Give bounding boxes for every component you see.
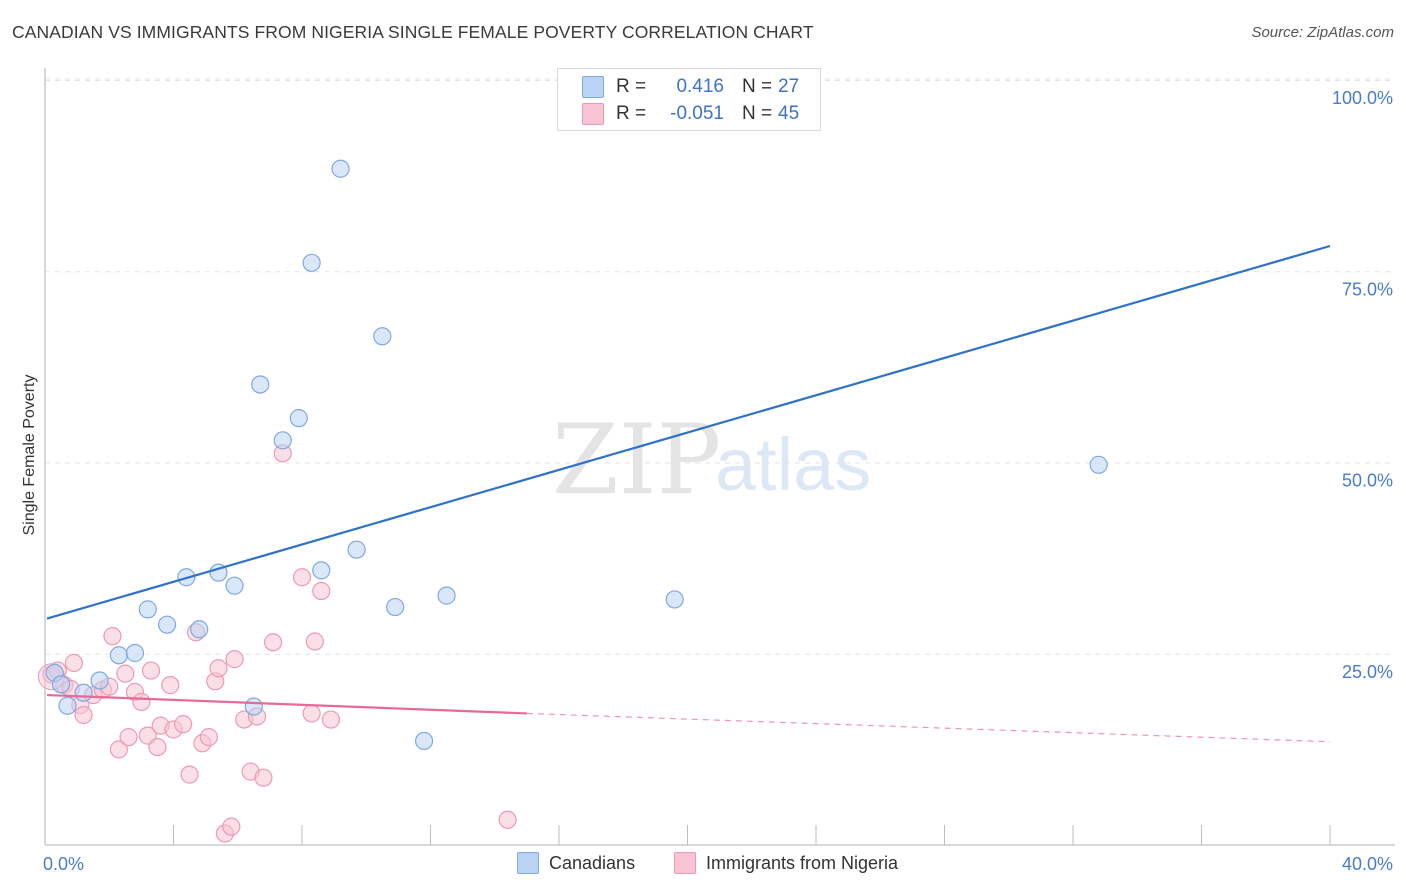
legend-row-nigeria: R = -0.051 N = 45 bbox=[582, 102, 799, 126]
trend-line-nigeria bbox=[46, 693, 527, 715]
data-point-nigeria bbox=[199, 728, 218, 747]
data-point-canadian bbox=[437, 586, 456, 605]
data-point-nigeria bbox=[174, 715, 193, 734]
n-value: 45 bbox=[778, 103, 800, 124]
legend-item-nigeria[interactable]: Immigrants from Nigeria bbox=[674, 852, 898, 874]
data-point-canadian bbox=[138, 600, 157, 619]
data-point-nigeria bbox=[116, 664, 135, 683]
points-canadians bbox=[45, 72, 1108, 751]
y-tick-label: 75.0% bbox=[1342, 279, 1393, 299]
data-point-canadian bbox=[109, 646, 128, 665]
legend-item-canadians[interactable]: Canadians bbox=[517, 852, 635, 874]
data-point-canadian bbox=[244, 697, 263, 716]
data-point-nigeria bbox=[103, 627, 122, 646]
y-axis-label: Single Female Poverty bbox=[21, 375, 38, 536]
data-point-nigeria bbox=[119, 728, 138, 747]
data-point-canadian bbox=[125, 643, 145, 663]
data-point-canadian bbox=[289, 409, 308, 428]
trend-line-canadians bbox=[46, 244, 1331, 620]
points-nigeria bbox=[37, 444, 517, 843]
watermark-zip: ZIP bbox=[552, 404, 721, 516]
data-point-canadian bbox=[157, 615, 177, 634]
n-label: N = bbox=[742, 103, 773, 124]
watermark-atlas: atlas bbox=[715, 423, 871, 506]
legend-series: Canadians Immigrants from Nigeria bbox=[0, 852, 1406, 876]
axes-layer bbox=[44, 68, 1395, 846]
data-point-canadian bbox=[386, 597, 405, 617]
y-tick-label: 25.0% bbox=[1342, 662, 1393, 682]
data-point-nigeria bbox=[64, 653, 84, 673]
data-point-nigeria bbox=[321, 710, 341, 729]
data-point-nigeria bbox=[292, 568, 312, 587]
data-point-nigeria bbox=[222, 817, 241, 836]
data-point-canadian bbox=[225, 576, 244, 595]
grid-layer bbox=[45, 78, 1395, 655]
data-point-canadian bbox=[347, 540, 366, 559]
tick-labels: 25.0% 50.0% 75.0% 100.0% 0.0% 40.0% bbox=[43, 88, 1393, 874]
data-point-nigeria bbox=[161, 676, 180, 695]
y-tick-label: 50.0% bbox=[1342, 471, 1393, 491]
legend-swatch-pink bbox=[674, 852, 696, 874]
data-point-canadian bbox=[373, 327, 392, 346]
legend-swatch-pink bbox=[582, 103, 604, 125]
data-point-canadian bbox=[251, 375, 270, 394]
data-point-canadian bbox=[74, 683, 93, 702]
legend-label-canadians: Canadians bbox=[549, 852, 636, 873]
data-point-nigeria bbox=[141, 661, 161, 680]
data-point-nigeria bbox=[74, 705, 93, 725]
y-tick-label: 100.0% bbox=[1332, 88, 1393, 108]
source-credit: Source: ZipAtlas.com bbox=[1251, 24, 1394, 41]
data-point-nigeria bbox=[209, 659, 228, 678]
legend-stats: R = 0.416 N = 27 R = -0.051 N = 45 bbox=[557, 68, 821, 131]
r-value: -0.051 bbox=[670, 103, 724, 124]
data-point-nigeria bbox=[254, 768, 273, 787]
data-point-nigeria bbox=[305, 632, 324, 651]
data-point-nigeria bbox=[312, 581, 331, 601]
n-value: 27 bbox=[778, 76, 800, 97]
data-point-nigeria bbox=[109, 740, 128, 759]
x-tick-label: 0.0% bbox=[43, 854, 84, 874]
data-point-canadian bbox=[665, 590, 684, 609]
trend-line-nigeria-extension bbox=[526, 712, 1331, 743]
legend-label-nigeria: Immigrants from Nigeria bbox=[706, 852, 899, 873]
data-point-canadian bbox=[51, 675, 71, 694]
r-label: R = bbox=[616, 103, 647, 124]
r-label: R = bbox=[616, 76, 647, 97]
data-point-nigeria bbox=[180, 765, 199, 784]
data-point-canadian bbox=[190, 620, 209, 639]
legend-swatch-blue bbox=[582, 76, 604, 98]
data-point-canadian bbox=[273, 431, 292, 450]
data-point-nigeria bbox=[148, 737, 167, 757]
data-point-nigeria bbox=[263, 633, 283, 652]
data-point-canadian bbox=[414, 731, 434, 751]
data-point-nigeria bbox=[132, 692, 151, 712]
data-point-canadian bbox=[90, 671, 109, 690]
watermark: ZIP atlas bbox=[552, 404, 871, 516]
data-point-canadian bbox=[312, 561, 331, 580]
data-point-canadian bbox=[58, 696, 77, 715]
x-tick-label: 40.0% bbox=[1342, 854, 1393, 874]
legend-swatch-blue bbox=[517, 852, 539, 874]
chart-title: CANADIAN VS IMMIGRANTS FROM NIGERIA SING… bbox=[12, 22, 814, 42]
data-point-canadian bbox=[331, 159, 350, 178]
data-point-nigeria bbox=[225, 650, 244, 669]
data-point-nigeria bbox=[302, 704, 321, 723]
data-point-canadian bbox=[302, 253, 321, 272]
r-value: 0.416 bbox=[676, 76, 724, 97]
data-point-nigeria bbox=[498, 810, 517, 829]
data-point-canadian bbox=[1089, 455, 1108, 474]
trend-lines bbox=[46, 244, 1331, 743]
legend-row-canadians: R = 0.416 N = 27 bbox=[582, 75, 799, 99]
n-label: N = bbox=[742, 76, 773, 97]
